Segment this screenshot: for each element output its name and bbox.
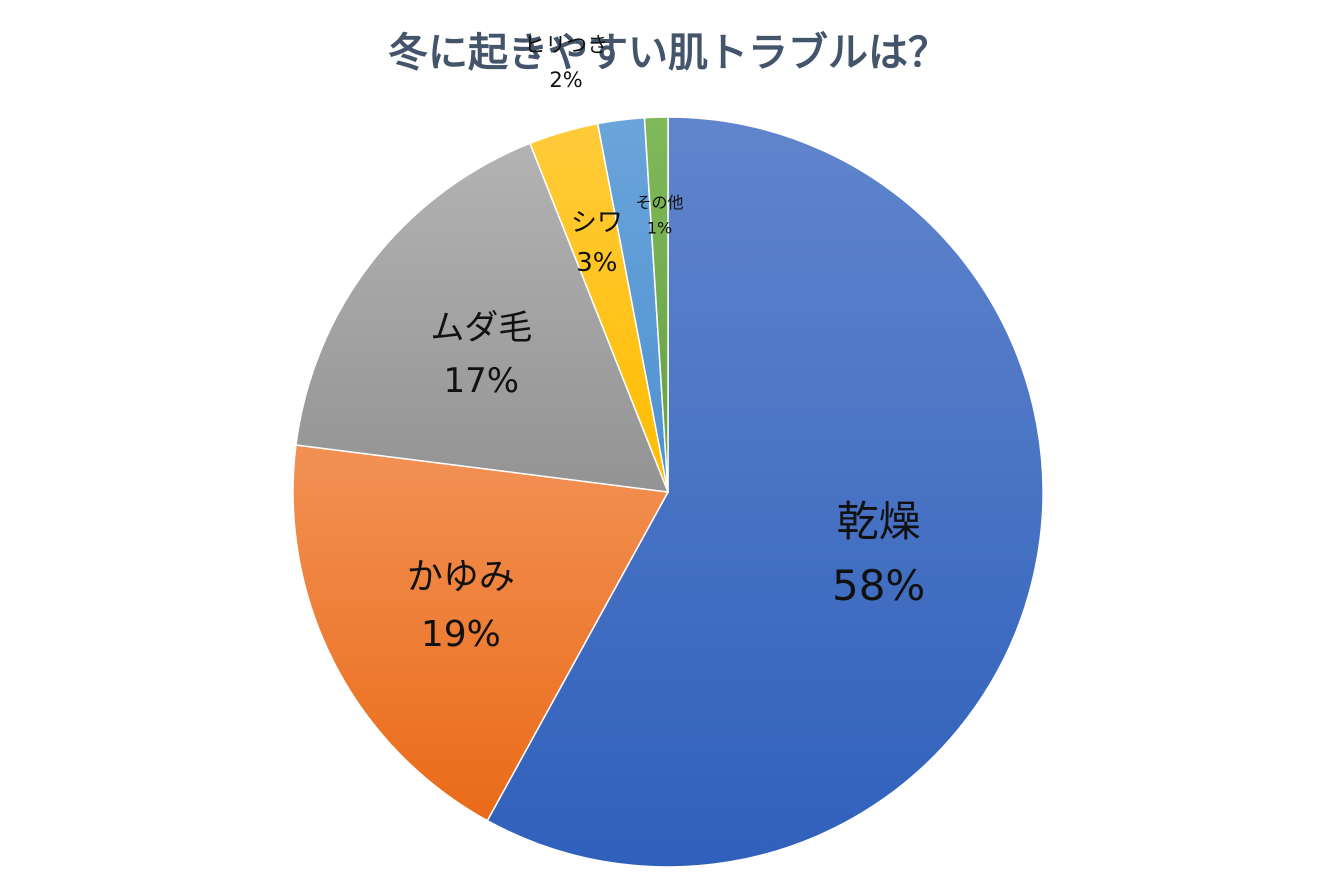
pie-slice-5 xyxy=(643,116,669,493)
pie-slice-1 xyxy=(292,444,670,822)
pie-slice-2 xyxy=(295,142,670,493)
slice-category-label: ヒリつき xyxy=(524,33,608,57)
slice-value-label: 58% xyxy=(832,561,925,610)
slice-value-label: 19% xyxy=(421,614,501,655)
slice-category-label: その他 xyxy=(636,193,684,212)
slice-value-label: 2% xyxy=(549,68,582,92)
chart-title: 冬に起きやすい肌トラブルは？ xyxy=(388,30,948,76)
slice-category-label: ムダ毛 xyxy=(430,308,532,348)
slice-value-label: 1% xyxy=(647,219,672,238)
slice-value-label: 3% xyxy=(576,248,617,278)
pie-slices xyxy=(292,116,1044,868)
pie-slice-0 xyxy=(486,116,1044,868)
slice-category-label: かゆみ xyxy=(407,557,515,598)
slice-category-label: 乾燥 xyxy=(837,497,921,546)
slice-category-label: シワ xyxy=(571,208,623,238)
pie-labels: 乾燥 58% かゆみ 19% ムダ毛 17% シワ 3% ヒリつき 2% その他 1% xyxy=(407,33,926,655)
slice-value-label: 17% xyxy=(444,361,520,401)
